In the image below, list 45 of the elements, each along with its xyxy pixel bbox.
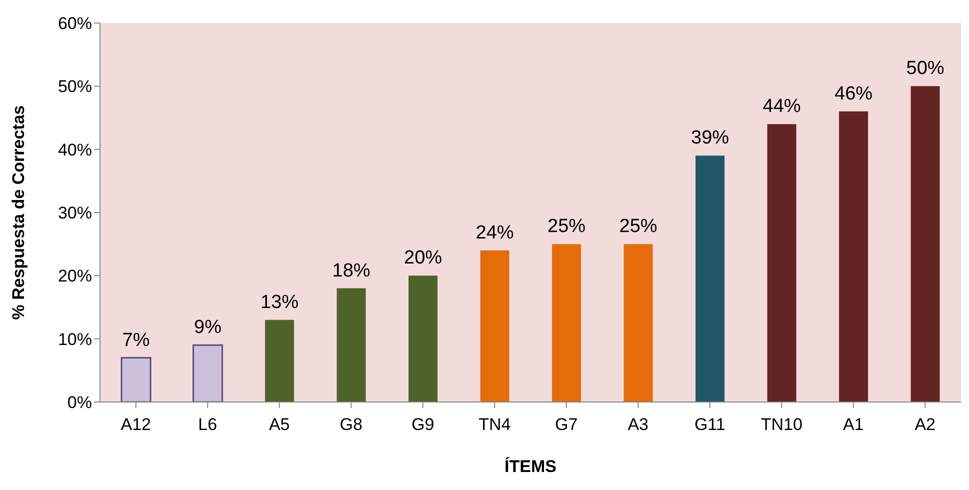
data-label: 13% [260,292,299,313]
x-tick-label: A3 [628,415,649,434]
bar [624,244,653,402]
data-label: 25% [619,216,658,238]
data-label: 46% [834,83,873,104]
y-axis-title: % Respuesta de Correctas [9,105,28,320]
x-tick-label: TN10 [760,415,802,434]
y-tick-label: 60% [58,14,92,34]
bar [839,111,868,402]
bar [480,250,510,402]
x-tick-label: G8 [340,415,362,434]
y-tick-label: 0% [67,393,92,412]
x-tick-label: A12 [120,415,151,434]
y-tick-label: 20% [58,266,92,286]
bar [265,320,294,402]
x-tick-label: TN4 [478,415,511,434]
bar [910,86,940,402]
bar [767,124,796,402]
data-label: 18% [332,260,370,282]
y-tick-label: 10% [58,330,92,349]
bar [552,244,582,402]
data-label: 20% [404,248,442,269]
bar [336,288,366,402]
x-axis-title: ÍTEMS [504,456,556,476]
bar [120,357,152,402]
y-tick-label: 30% [58,204,92,223]
data-label: 9% [194,317,222,338]
x-tick-label: A2 [914,415,936,434]
y-tick-label: 50% [58,77,92,96]
data-label: 44% [762,96,801,118]
data-label: 24% [476,222,514,244]
data-label: 25% [548,216,586,238]
x-tick-label: G7 [555,415,578,434]
x-tick-label: G9 [412,415,434,434]
data-label: 39% [691,128,730,149]
x-tick-label: A1 [842,415,864,434]
data-label: 7% [122,330,150,351]
x-tick-label: G11 [694,415,726,434]
bar [408,276,438,402]
x-tick-label: A5 [268,415,290,434]
x-tick-label: L6 [198,415,218,434]
data-label: 50% [906,58,944,80]
bar [192,344,224,402]
y-tick-label: 40% [58,140,92,160]
bar [696,156,725,402]
